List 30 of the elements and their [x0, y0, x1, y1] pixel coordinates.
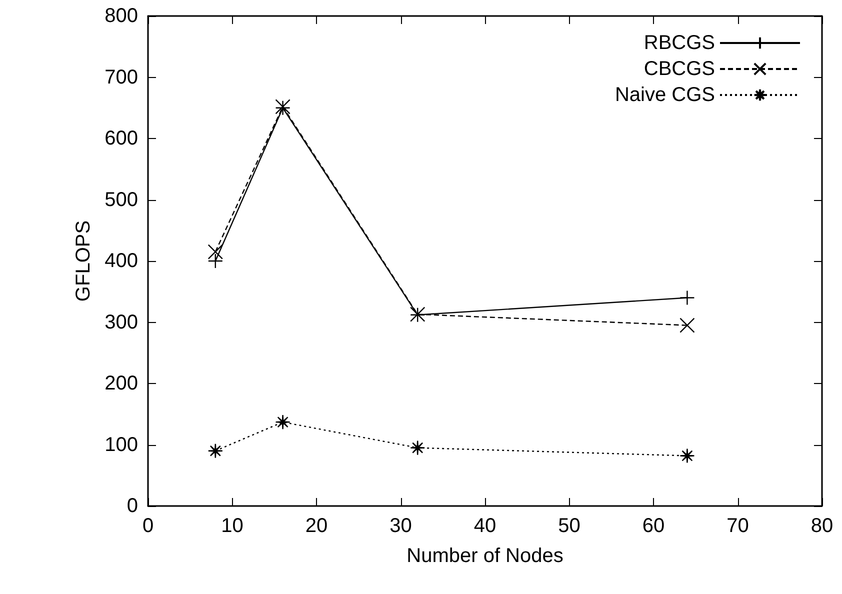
x-tick-label: 60 [642, 515, 665, 537]
x-tick-label: 20 [305, 515, 328, 537]
y-tick-label: 400 [104, 250, 138, 272]
y-tick-label: 300 [104, 311, 138, 334]
point [208, 244, 223, 260]
x-tick-label: 40 [474, 515, 496, 537]
point [680, 318, 695, 333]
x-tick-label: 10 [221, 515, 244, 537]
y-tick-label: 200 [104, 372, 138, 394]
y-tick-label: 0 [126, 495, 138, 517]
y-tick-label: 100 [104, 434, 138, 456]
legend-label: Naive CGS [614, 84, 715, 106]
y-tick-label: 600 [104, 128, 138, 150]
y-tick-label: 500 [104, 188, 138, 211]
x-axis-title: Number of Nodes [406, 545, 564, 567]
y-tick-label: 800 [104, 5, 138, 27]
y-axis-title: GFLOPS [72, 220, 95, 302]
x-tick-label: 80 [810, 515, 834, 537]
point [275, 414, 290, 430]
point [410, 440, 426, 456]
point [680, 448, 695, 464]
x-tick-label: 70 [726, 515, 749, 537]
y-tick-label: 700 [104, 66, 138, 88]
legend-label: RBCGS [644, 32, 715, 54]
point [208, 253, 223, 269]
x-tick-label: 0 [142, 515, 154, 537]
legend-label: CBCGS [644, 58, 715, 80]
x-tick-label: 50 [558, 515, 580, 537]
x-tick-label: 30 [390, 515, 412, 537]
point [208, 443, 223, 458]
